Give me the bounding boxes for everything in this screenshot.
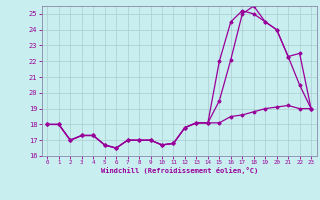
X-axis label: Windchill (Refroidissement éolien,°C): Windchill (Refroidissement éolien,°C) <box>100 167 258 174</box>
